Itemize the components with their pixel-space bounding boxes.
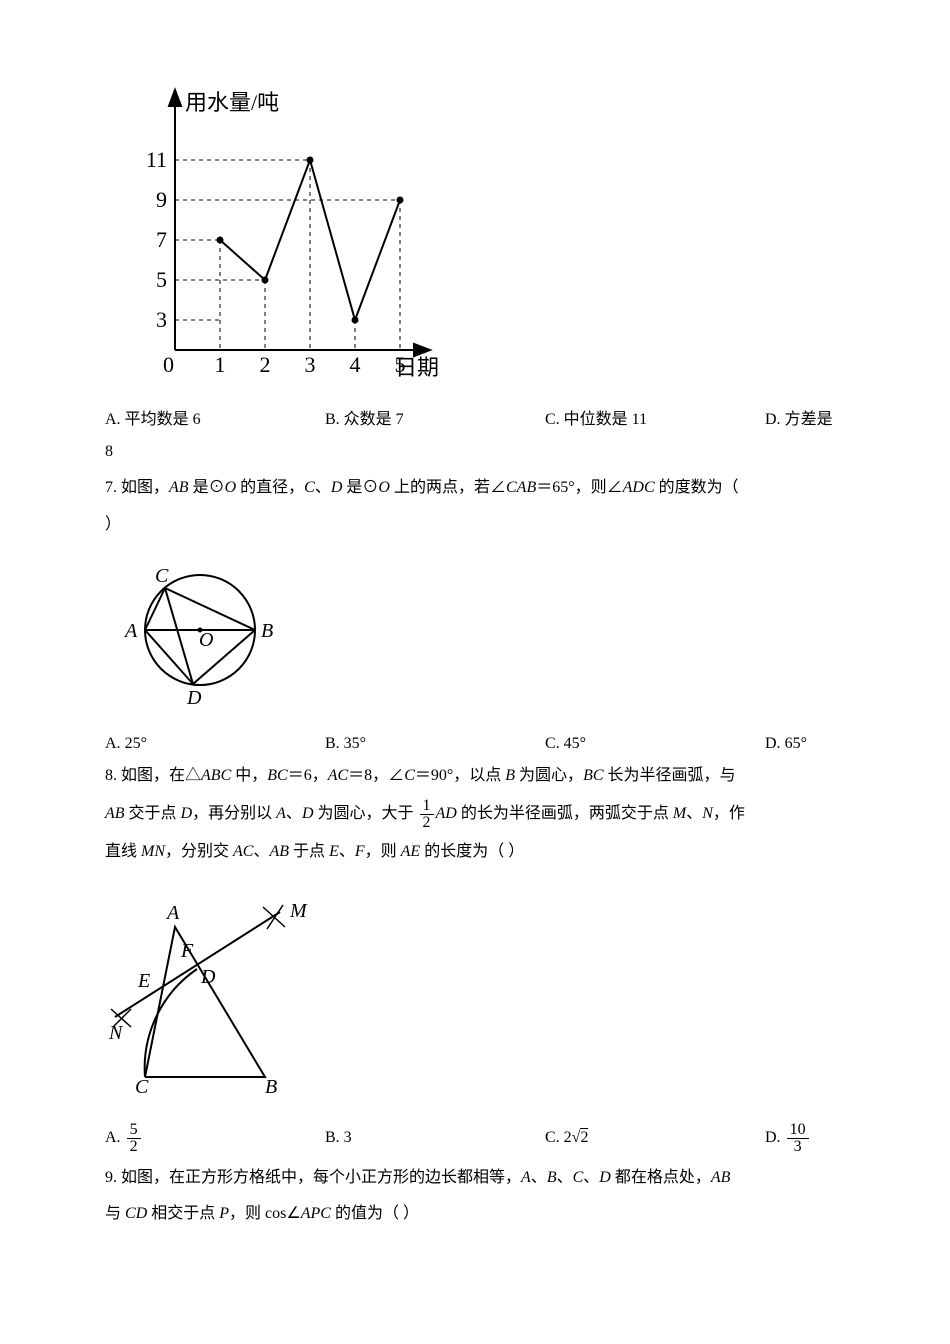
q7-options: A. 25° B. 35° C. 45° D. 65°: [105, 735, 845, 753]
frac-half: 12: [420, 798, 434, 831]
xtick-3: 3: [305, 352, 316, 377]
xtick-2: 2: [260, 352, 271, 377]
q6-opt-a: A. 平均数是 6: [105, 405, 325, 429]
ytick-5: 5: [156, 267, 167, 292]
q6-opt-c: C. 中位数是 11: [545, 405, 765, 429]
lbl8-A: A: [165, 902, 180, 924]
q8-line2: AB 交于点 D，再分别以 A、D 为圆心，大于 12AD 的长为半径画弧，两弧…: [105, 798, 845, 831]
q7-text-end: ）: [105, 510, 845, 540]
q7-opt-a: A. 25°: [105, 735, 325, 753]
q8-options: A. 52 B. 3 C. 2√2 D. 103: [105, 1122, 845, 1155]
tick-0: 0: [163, 352, 174, 377]
q8-figure: A B C D E F M N: [105, 887, 845, 1102]
q7-opt-c: C. 45°: [545, 735, 765, 753]
ytick-9: 9: [156, 187, 167, 212]
lbl-A: A: [123, 620, 138, 642]
q8-opt-c: C. 2√2: [545, 1129, 765, 1147]
q8-opt-d: D. 103: [765, 1122, 845, 1155]
q8-line3: 直线 MN，分别交 AC、AB 于点 E、F，则 AE 的长度为（ ）: [105, 837, 845, 867]
q6-opt-d: D. 方差是: [765, 405, 845, 429]
q8-opt-a: A. 52: [105, 1122, 325, 1155]
q6-chart: 用水量/吨 日期 0 3 5 7 9 11 1 2 3 4 5: [125, 80, 845, 385]
lbl8-E: E: [137, 970, 150, 992]
q6-opt-b: B. 众数是 7: [325, 405, 545, 429]
lbl8-D: D: [200, 966, 216, 988]
q7-figure: C A B O D: [105, 560, 845, 715]
q8-opt-b: B. 3: [325, 1129, 545, 1147]
q8-line1: 8. 如图，在△ABC 中，BC＝6，AC＝8，∠C＝90°，以点 B 为圆心，…: [105, 761, 845, 791]
q9-line2: 与 CD 相交于点 P，则 cos∠APC 的值为（ ）: [105, 1199, 845, 1229]
ytick-3: 3: [156, 307, 167, 332]
y-axis-title: 用水量/吨: [185, 90, 279, 115]
ytick-7: 7: [156, 227, 167, 252]
lbl8-F: F: [180, 940, 194, 962]
lbl-C: C: [155, 565, 169, 587]
lbl8-C: C: [135, 1076, 149, 1097]
q6-opt-d-cont: 8: [105, 437, 845, 467]
q7-opt-b: B. 35°: [325, 735, 545, 753]
xtick-1: 1: [215, 352, 226, 377]
xtick-5: 5: [395, 352, 406, 377]
lbl-O: O: [199, 629, 213, 651]
q7-opt-d: D. 65°: [765, 735, 845, 753]
xtick-4: 4: [350, 352, 361, 377]
lbl-D: D: [186, 687, 202, 709]
lbl-B: B: [261, 620, 273, 642]
lbl8-M: M: [289, 900, 308, 922]
ytick-11: 11: [146, 147, 167, 172]
lbl8-B: B: [265, 1076, 277, 1097]
q7-text: 7. 如图，AB 是⊙O 的直径，C、D 是⊙O 上的两点，若∠CAB＝65°，…: [105, 473, 845, 503]
q9-line1: 9. 如图，在正方形方格纸中，每个小正方形的边长都相等，A、B、C、D 都在格点…: [105, 1163, 845, 1193]
q6-options: A. 平均数是 6 B. 众数是 7 C. 中位数是 11 D. 方差是: [105, 405, 845, 429]
lbl8-N: N: [108, 1022, 124, 1044]
